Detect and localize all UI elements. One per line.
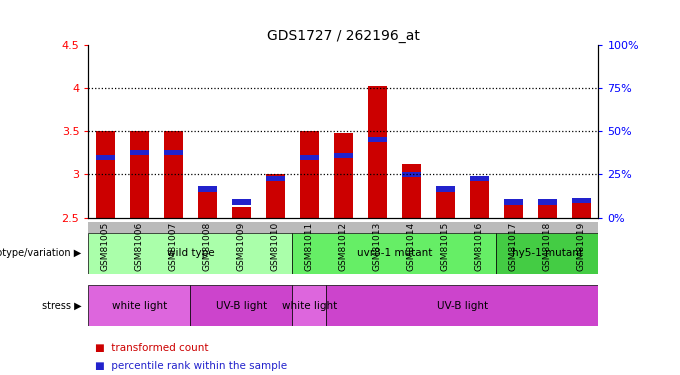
Text: uvr8-1 mutant: uvr8-1 mutant	[357, 248, 432, 258]
Bar	[368, 86, 387, 218]
Bar	[368, 137, 387, 142]
Text: GSM81007: GSM81007	[169, 222, 178, 272]
Bar	[292, 232, 496, 274]
Text: white light: white light	[112, 301, 167, 310]
Text: GSM81009: GSM81009	[237, 222, 246, 272]
Text: GSM81012: GSM81012	[339, 222, 348, 272]
Bar	[198, 186, 217, 192]
Text: white light: white light	[282, 301, 337, 310]
Bar	[504, 198, 523, 217]
Title: GDS1727 / 262196_at: GDS1727 / 262196_at	[267, 28, 420, 43]
Bar	[96, 131, 115, 218]
Bar	[232, 200, 251, 205]
Text: GSM81005: GSM81005	[101, 222, 110, 272]
Bar	[496, 232, 598, 274]
Bar	[326, 285, 598, 326]
Text: stress ▶: stress ▶	[42, 301, 82, 310]
Bar	[88, 285, 190, 326]
Text: GSM81017: GSM81017	[509, 222, 518, 272]
Bar	[402, 172, 421, 177]
Bar	[198, 188, 217, 218]
Text: ■  transformed count: ■ transformed count	[95, 342, 209, 352]
Text: ■  percentile rank within the sample: ■ percentile rank within the sample	[95, 361, 288, 371]
Bar	[266, 174, 285, 217]
Bar	[402, 164, 421, 218]
Bar	[436, 190, 455, 217]
Bar	[96, 154, 115, 160]
Text: GSM81008: GSM81008	[203, 222, 212, 272]
Text: genotype/variation ▶: genotype/variation ▶	[0, 248, 82, 258]
Bar	[334, 153, 353, 158]
Bar	[436, 186, 455, 192]
Text: GSM81010: GSM81010	[271, 222, 280, 272]
Bar	[130, 150, 149, 155]
Bar	[88, 232, 292, 274]
Text: GSM81011: GSM81011	[305, 222, 314, 272]
Text: GSM81018: GSM81018	[543, 222, 552, 272]
Bar	[164, 131, 183, 218]
Bar	[504, 200, 523, 205]
Text: hy5-1 mutant: hy5-1 mutant	[512, 248, 583, 258]
Text: GSM81013: GSM81013	[373, 222, 382, 272]
Bar	[232, 207, 251, 218]
Text: GSM81019: GSM81019	[577, 222, 586, 272]
Text: GSM81006: GSM81006	[135, 222, 144, 272]
Text: GSM81015: GSM81015	[441, 222, 450, 272]
Text: GSM81016: GSM81016	[475, 222, 484, 272]
Bar	[130, 131, 149, 218]
Bar	[538, 200, 557, 205]
Bar	[292, 285, 326, 326]
Text: UV-B light: UV-B light	[437, 301, 488, 310]
Bar	[470, 177, 489, 218]
Bar	[164, 150, 183, 155]
Bar	[470, 176, 489, 181]
Bar	[572, 198, 591, 203]
Bar	[572, 198, 591, 217]
Bar	[190, 285, 292, 326]
Text: GSM81014: GSM81014	[407, 222, 416, 272]
Bar	[334, 133, 353, 218]
Bar	[300, 154, 319, 160]
Bar	[300, 131, 319, 218]
Bar	[538, 198, 557, 217]
Text: wild type: wild type	[167, 248, 214, 258]
Bar	[266, 176, 285, 181]
Text: UV-B light: UV-B light	[216, 301, 267, 310]
